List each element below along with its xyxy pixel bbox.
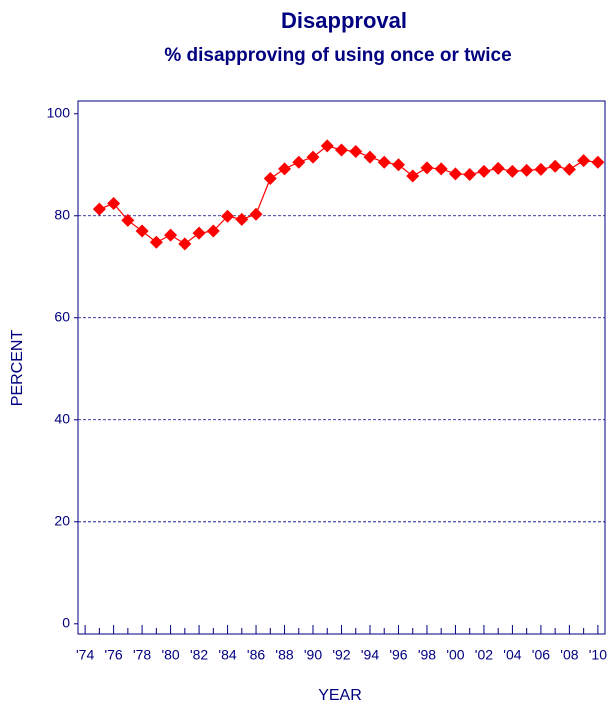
x-tick-label: '00 bbox=[446, 647, 464, 663]
data-point bbox=[406, 169, 420, 183]
y-tick-label: 80 bbox=[54, 206, 70, 222]
data-point bbox=[92, 202, 106, 216]
data-line bbox=[99, 145, 598, 245]
x-tick-label: '92 bbox=[332, 647, 350, 663]
data-point bbox=[206, 224, 220, 238]
data-point bbox=[491, 161, 505, 175]
x-tick-label: '80 bbox=[161, 647, 179, 663]
y-tick-label: 60 bbox=[54, 308, 70, 324]
x-tick-label: '06 bbox=[532, 647, 550, 663]
data-point bbox=[135, 224, 149, 238]
data-point bbox=[363, 150, 377, 164]
chart-title: Disapproval bbox=[281, 8, 407, 33]
y-tick-label: 40 bbox=[54, 410, 70, 426]
x-axis-label: YEAR bbox=[318, 687, 362, 704]
x-tick-label: '88 bbox=[275, 647, 293, 663]
x-tick-label: '74 bbox=[76, 647, 94, 663]
data-point bbox=[448, 167, 462, 181]
data-point bbox=[349, 144, 363, 158]
data-point bbox=[306, 150, 320, 164]
data-point bbox=[178, 237, 192, 251]
x-tick-label: '02 bbox=[475, 647, 493, 663]
data-point bbox=[335, 143, 348, 157]
data-point bbox=[577, 154, 591, 168]
data-point bbox=[477, 164, 491, 178]
x-tick-label: '76 bbox=[104, 647, 122, 663]
data-point bbox=[278, 162, 292, 176]
data-point bbox=[562, 162, 576, 176]
y-tick-label: 20 bbox=[54, 512, 70, 528]
x-tick-label: '90 bbox=[304, 647, 322, 663]
data-point bbox=[221, 209, 235, 223]
x-tick-label: '96 bbox=[389, 647, 407, 663]
x-tick-label: '84 bbox=[218, 647, 236, 663]
chart-subtitle: % disapproving of using once or twice bbox=[164, 45, 511, 66]
data-point bbox=[149, 235, 163, 249]
y-tick-label: 0 bbox=[62, 615, 70, 631]
data-point bbox=[591, 155, 605, 169]
x-tick-label: '98 bbox=[418, 647, 436, 663]
x-tick-label: '94 bbox=[361, 647, 379, 663]
x-tick-label: '82 bbox=[190, 647, 208, 663]
data-point bbox=[320, 139, 334, 153]
x-tick-label: '86 bbox=[247, 647, 265, 663]
data-point bbox=[505, 164, 519, 178]
data-point bbox=[391, 158, 405, 172]
y-axis-label: PERCENT bbox=[9, 330, 26, 407]
data-point bbox=[534, 162, 548, 176]
data-point bbox=[463, 167, 477, 181]
data-point bbox=[548, 159, 562, 173]
data-point bbox=[420, 161, 434, 175]
plot-frame bbox=[77, 100, 606, 635]
data-point bbox=[164, 228, 178, 242]
data-point bbox=[520, 163, 534, 177]
x-tick-label: '04 bbox=[503, 647, 521, 663]
data-point bbox=[434, 162, 448, 176]
data-point bbox=[235, 212, 249, 226]
data-point bbox=[263, 172, 277, 186]
x-tick-label: '78 bbox=[133, 647, 151, 663]
data-point bbox=[377, 155, 391, 169]
data-point bbox=[107, 197, 121, 211]
x-tick-label: '08 bbox=[560, 647, 578, 663]
data-point bbox=[192, 226, 206, 240]
data-point bbox=[292, 155, 306, 169]
data-point bbox=[249, 207, 263, 221]
x-tick-label: '10 bbox=[589, 647, 607, 663]
y-tick-label: 100 bbox=[47, 104, 71, 120]
data-point bbox=[121, 213, 135, 227]
